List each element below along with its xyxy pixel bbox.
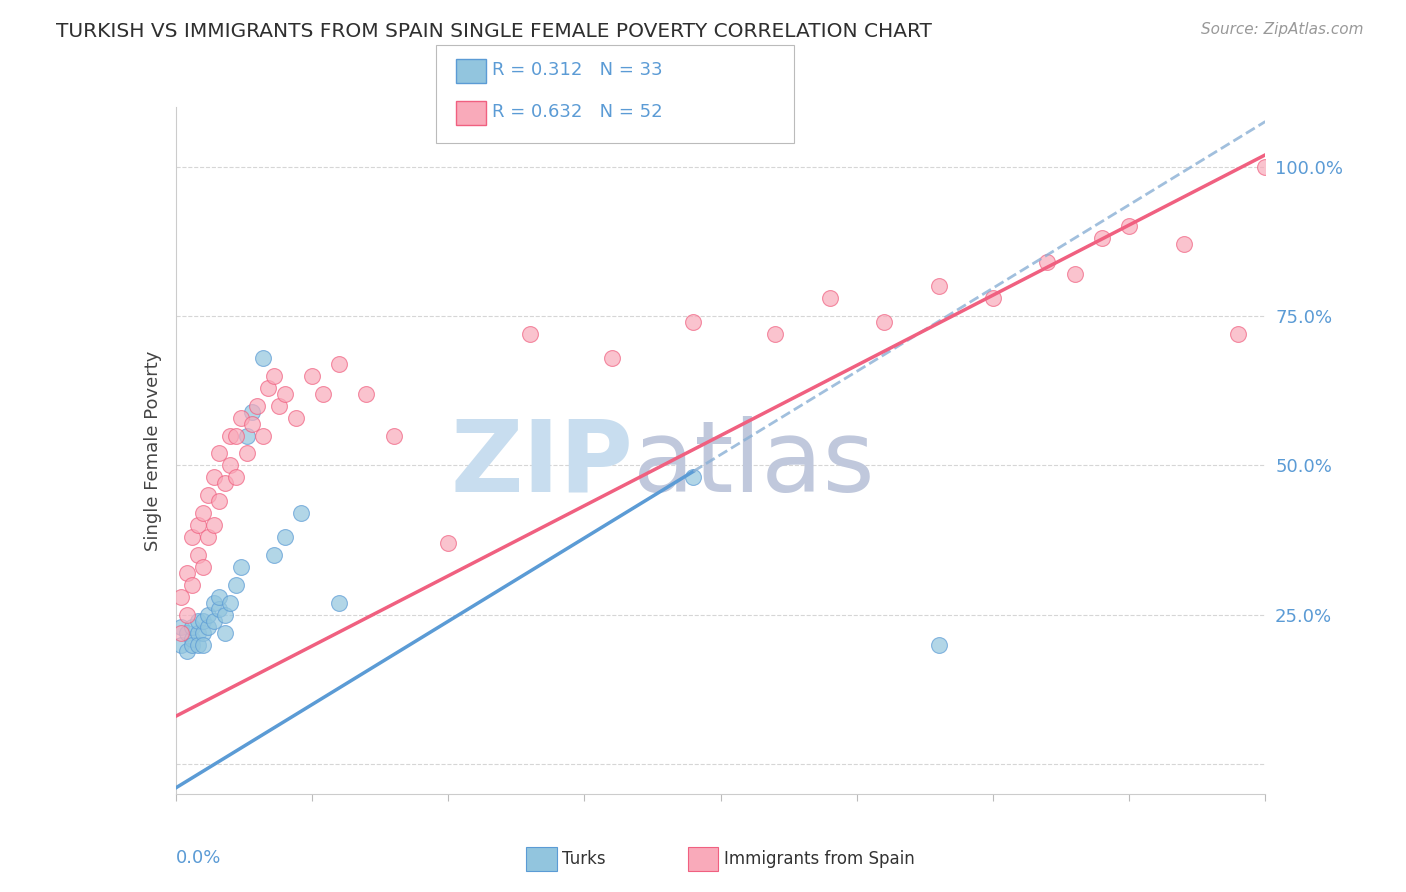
- Text: TURKISH VS IMMIGRANTS FROM SPAIN SINGLE FEMALE POVERTY CORRELATION CHART: TURKISH VS IMMIGRANTS FROM SPAIN SINGLE …: [56, 22, 932, 41]
- Point: [181, 632, 204, 646]
- Point: [214, 476, 236, 491]
- Point: [219, 428, 242, 442]
- Point: [197, 607, 219, 622]
- Y-axis label: Single Female Poverty: Single Female Poverty: [143, 351, 162, 550]
- Point: [191, 625, 214, 640]
- Point: [1036, 255, 1059, 269]
- Point: [191, 614, 214, 628]
- Point: [246, 399, 269, 413]
- Text: Source: ZipAtlas.com: Source: ZipAtlas.com: [1201, 22, 1364, 37]
- Text: 0.0%: 0.0%: [176, 849, 221, 867]
- Point: [257, 381, 280, 395]
- Point: [928, 638, 950, 652]
- Point: [170, 638, 193, 652]
- Text: Immigrants from Spain: Immigrants from Spain: [724, 850, 915, 868]
- Point: [214, 625, 236, 640]
- Point: [1118, 219, 1140, 234]
- Point: [191, 638, 214, 652]
- Point: [1227, 326, 1250, 341]
- Text: ZIP: ZIP: [450, 416, 633, 513]
- Point: [1254, 160, 1277, 174]
- Point: [191, 560, 214, 574]
- Point: [214, 607, 236, 622]
- Point: [219, 596, 242, 610]
- Point: [208, 446, 231, 460]
- Point: [356, 386, 378, 401]
- Point: [263, 368, 285, 383]
- Point: [176, 566, 198, 580]
- Point: [263, 548, 285, 562]
- Point: [231, 410, 253, 425]
- Point: [763, 326, 786, 341]
- Point: [225, 470, 247, 484]
- Point: [240, 417, 263, 431]
- Point: [191, 506, 214, 520]
- Point: [682, 315, 704, 329]
- Point: [181, 578, 204, 592]
- Point: [873, 315, 896, 329]
- Point: [235, 428, 257, 442]
- Point: [197, 620, 219, 634]
- Point: [235, 446, 257, 460]
- Point: [186, 548, 209, 562]
- Point: [1091, 231, 1114, 245]
- Point: [176, 607, 198, 622]
- Point: [252, 428, 274, 442]
- Point: [202, 470, 225, 484]
- Point: [186, 625, 209, 640]
- Point: [437, 536, 460, 550]
- Point: [231, 560, 253, 574]
- Point: [197, 488, 219, 502]
- Point: [186, 518, 209, 533]
- Point: [181, 638, 204, 652]
- Point: [1063, 267, 1085, 281]
- Point: [170, 590, 193, 604]
- Point: [519, 326, 541, 341]
- Point: [682, 470, 704, 484]
- Point: [186, 638, 209, 652]
- Point: [600, 351, 623, 365]
- Point: [284, 410, 307, 425]
- Point: [382, 428, 405, 442]
- Point: [818, 291, 841, 305]
- Point: [928, 279, 950, 293]
- Point: [181, 620, 204, 634]
- Text: Turks: Turks: [562, 850, 606, 868]
- Point: [1173, 237, 1195, 252]
- Point: [312, 386, 335, 401]
- Point: [274, 530, 297, 544]
- Point: [328, 596, 350, 610]
- Point: [219, 458, 242, 473]
- Point: [176, 643, 198, 657]
- Point: [208, 494, 231, 508]
- Point: [202, 614, 225, 628]
- Point: [181, 530, 204, 544]
- Point: [197, 530, 219, 544]
- Point: [170, 620, 193, 634]
- Point: [290, 506, 312, 520]
- Text: atlas: atlas: [633, 416, 875, 513]
- Point: [240, 404, 263, 418]
- Point: [208, 601, 231, 615]
- Point: [202, 596, 225, 610]
- Point: [274, 386, 297, 401]
- Point: [328, 357, 350, 371]
- Point: [252, 351, 274, 365]
- Point: [981, 291, 1004, 305]
- Point: [225, 578, 247, 592]
- Point: [176, 625, 198, 640]
- Point: [202, 518, 225, 533]
- Point: [225, 428, 247, 442]
- Point: [301, 368, 323, 383]
- Point: [269, 399, 291, 413]
- Point: [208, 590, 231, 604]
- Text: R = 0.312   N = 33: R = 0.312 N = 33: [492, 62, 662, 79]
- Point: [186, 614, 209, 628]
- Point: [170, 625, 193, 640]
- Text: R = 0.632   N = 52: R = 0.632 N = 52: [492, 103, 662, 121]
